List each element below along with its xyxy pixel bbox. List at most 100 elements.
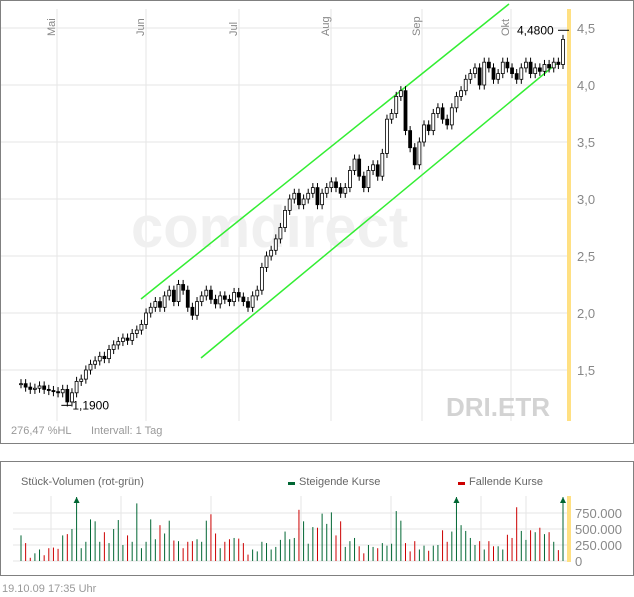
- footer-date: 19.10.09: [2, 583, 45, 595]
- candle-body: [97, 355, 102, 362]
- candle-body: [264, 255, 269, 268]
- candle-body: [74, 380, 79, 394]
- price-chart-panel: 1,5 2,0 2,5 3,0 3,5 4,0 4,5 Mai Jun Jul Aug Sep Okt c…: [0, 0, 634, 444]
- candle-body: [315, 187, 320, 206]
- candle-body: [23, 383, 28, 388]
- candle-body: [514, 73, 519, 80]
- volume-chart-panel: 0 250.000 500.000 750.000 Stück-Volumen (ro…: [0, 461, 634, 576]
- candle-body: [278, 227, 283, 240]
- overflow-arrow-icon: [453, 497, 460, 503]
- candle-body: [324, 187, 329, 194]
- legend-up-swatch: [288, 482, 295, 485]
- candle-body: [259, 266, 264, 291]
- candle-body: [306, 192, 311, 200]
- candle-body: [357, 158, 362, 177]
- candle-body: [551, 61, 556, 69]
- candle-body: [213, 298, 218, 305]
- candle-body: [385, 118, 389, 154]
- candle-body: [28, 386, 33, 390]
- candle-body: [79, 378, 84, 382]
- candle-body: [320, 192, 325, 206]
- volume-y-tick: 750.000: [575, 506, 622, 521]
- current-day-bar: [567, 496, 571, 562]
- volume-y-tick: 250.000: [575, 538, 622, 553]
- candle-body: [65, 388, 70, 403]
- y-tick-label: 4,5: [577, 21, 595, 36]
- candle-body: [83, 369, 88, 380]
- candle-body: [176, 284, 181, 303]
- candle-body: [389, 113, 394, 120]
- candle-body: [121, 337, 125, 342]
- month-label: Sep: [411, 16, 423, 36]
- candle-body: [60, 388, 65, 394]
- candle-body: [449, 107, 454, 126]
- high-label: 4,4800: [517, 23, 554, 37]
- candle-body: [56, 391, 60, 394]
- y-tick-label: 3,0: [577, 192, 595, 207]
- candle-body: [468, 73, 473, 80]
- candle-body: [111, 344, 116, 350]
- candle-body: [477, 67, 482, 86]
- candle-body: [348, 170, 352, 189]
- month-label: Okt: [500, 19, 512, 36]
- candle-body: [491, 67, 496, 80]
- candle-body: [436, 107, 440, 114]
- legend-down: Fallende Kurse: [469, 476, 543, 488]
- candle-body: [255, 289, 260, 297]
- candle-body: [537, 67, 542, 72]
- candle-body: [93, 360, 98, 365]
- candle-body: [375, 164, 380, 177]
- candle-body: [283, 209, 287, 228]
- candle-body: [361, 175, 366, 188]
- candle-body: [561, 39, 565, 65]
- candle-body: [519, 67, 524, 80]
- candle-body: [273, 238, 278, 251]
- overflow-arrow-icon: [560, 497, 566, 503]
- candle-body: [241, 296, 246, 303]
- candle-body: [42, 385, 47, 390]
- overflow-arrow-icon: [73, 497, 80, 503]
- candle-body: [524, 61, 528, 69]
- candle-body: [422, 124, 426, 143]
- candle-body: [222, 295, 227, 300]
- candle-body: [32, 387, 37, 390]
- candle-body: [473, 67, 477, 75]
- candle-body: [158, 301, 162, 308]
- trend-channel-upper: [140, 3, 510, 300]
- candle-body: [398, 90, 403, 97]
- candle-body: [542, 64, 547, 72]
- candle-body: [445, 118, 450, 126]
- volume-title: Stück-Volumen (rot-grün): [21, 476, 144, 488]
- candle-body: [380, 152, 385, 177]
- candle-body: [412, 147, 417, 166]
- candle-body: [505, 61, 510, 69]
- y-tick-label: 1,5: [577, 363, 595, 378]
- candle-body: [440, 107, 445, 120]
- footer-time: 17:35 Uhr: [48, 583, 97, 595]
- candle-body: [431, 113, 436, 132]
- interval-label: Intervall: 1 Tag: [91, 425, 163, 437]
- legend-up: Steigende Kurse: [299, 476, 381, 488]
- candle-body: [250, 295, 255, 308]
- candle-body: [463, 78, 468, 92]
- candle-body: [366, 170, 371, 189]
- price-chart: 1,5 2,0 2,5 3,0 3,5 4,0 4,5 Mai Jun Jul Aug Sep Okt c…: [1, 3, 595, 422]
- low-label: 1,1900: [72, 398, 109, 412]
- symbol-label: DRI.ETR: [446, 392, 550, 422]
- candle-body: [246, 301, 250, 308]
- candle-body: [139, 323, 144, 331]
- candle-body: [37, 385, 42, 389]
- y-tick-label: 2,5: [577, 249, 595, 264]
- candle-body: [352, 158, 357, 171]
- candle-body: [338, 187, 343, 194]
- candle-body: [185, 289, 190, 308]
- candle-body: [533, 67, 538, 75]
- candle-body: [195, 301, 199, 316]
- candle-body: [343, 187, 348, 194]
- y-tick-label: 2,0: [577, 306, 595, 321]
- y-tick-label: 4,0: [577, 78, 595, 93]
- candle-body: [371, 164, 375, 171]
- candle-body: [88, 363, 93, 371]
- hl-stat: 276,47 %HL: [11, 425, 72, 437]
